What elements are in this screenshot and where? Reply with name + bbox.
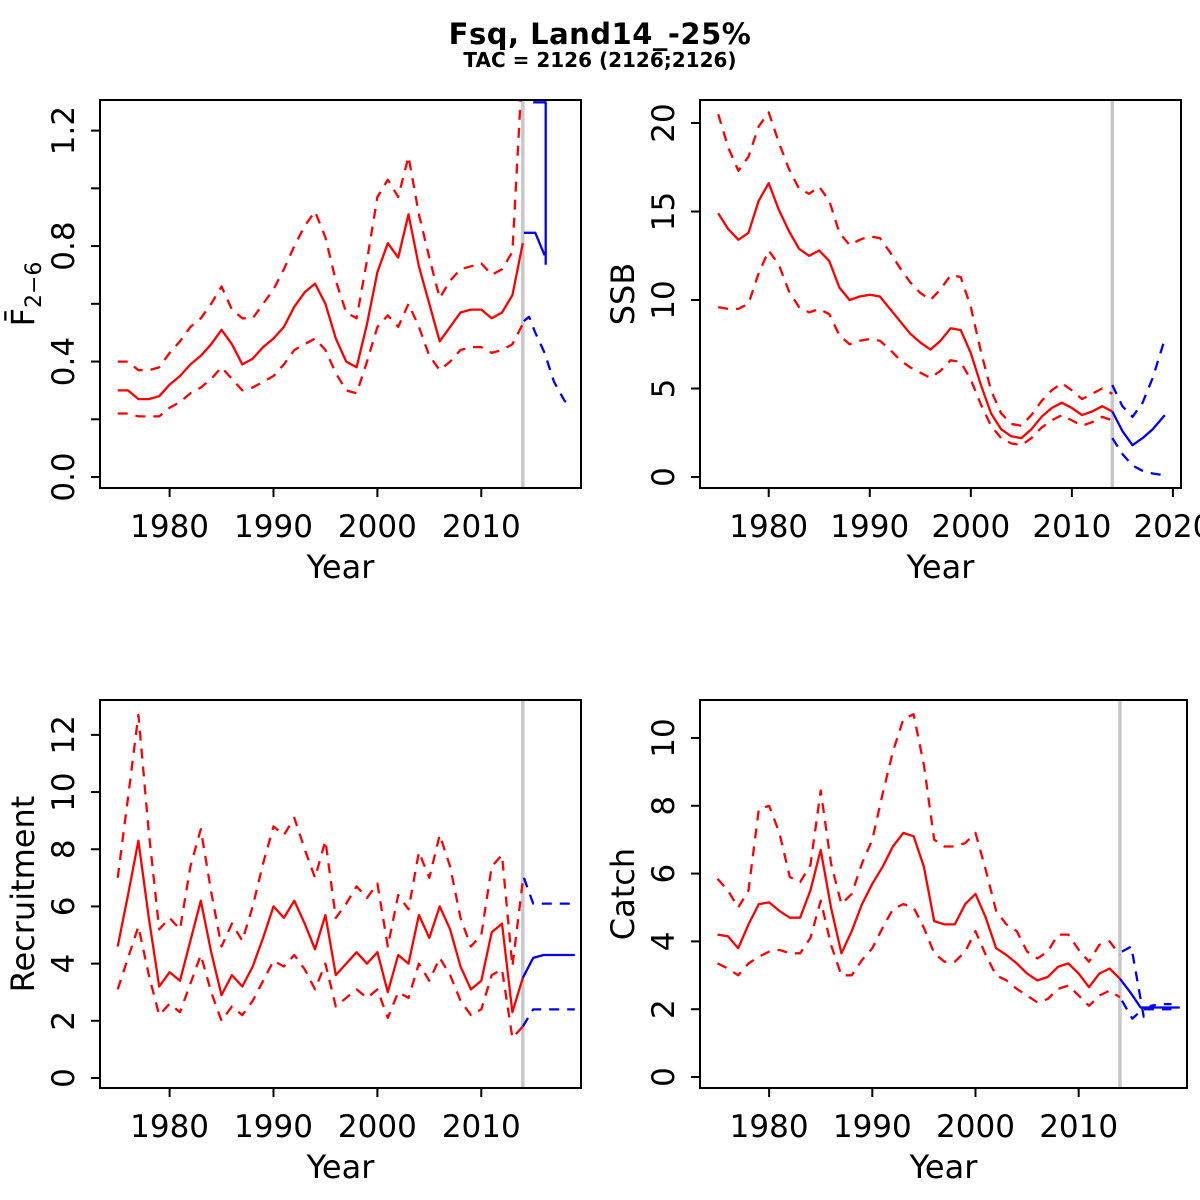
hist-median-line bbox=[717, 182, 1113, 440]
x-tick-label: 1990 bbox=[234, 1109, 313, 1145]
hist-lower-ci-line bbox=[117, 302, 524, 418]
y-tick-label: 12 bbox=[46, 715, 82, 754]
x-tick-label: 1990 bbox=[234, 509, 313, 545]
y-tick-label: 2 bbox=[46, 1011, 82, 1031]
y-tick-label: 0.8 bbox=[46, 221, 82, 270]
panel-fbar: 1980 1990 2000 2010 0.0 0.4 0.8 1.2 Year F̄2−6 bbox=[3, 99, 582, 586]
x-axis-title: Year bbox=[306, 1148, 376, 1186]
chart-title: Fsq, Land14_-25% bbox=[448, 17, 752, 51]
y-tick-label: 6 bbox=[46, 897, 82, 917]
forecast-upper-ci-line bbox=[1111, 338, 1166, 418]
x-tick-label: 2010 bbox=[442, 1109, 521, 1145]
hist-upper-ci-line bbox=[716, 713, 1121, 963]
y-tick-label: 10 bbox=[646, 718, 682, 757]
panel-catch: 1980 1990 2000 2010 0 2 4 6 8 10 Year Catch bbox=[604, 699, 1188, 1186]
y-tick-label: 0 bbox=[46, 1068, 82, 1088]
x-tick-label: 2000 bbox=[338, 1109, 417, 1145]
hist-median-line bbox=[117, 213, 524, 401]
forecast-lower-ci-line bbox=[521, 1008, 575, 1028]
y-axis-title: SSB bbox=[604, 263, 642, 326]
x-tick-label: 2000 bbox=[931, 509, 1010, 545]
y-tick-label: 20 bbox=[646, 103, 682, 142]
y-tick-label: 5 bbox=[646, 379, 682, 399]
hist-upper-ci-line bbox=[717, 111, 1113, 427]
x-tick-label: 1990 bbox=[833, 1109, 912, 1145]
y-tick-label: 4 bbox=[46, 954, 82, 974]
x-tick-label: 1980 bbox=[130, 1109, 209, 1145]
forecast-median-line bbox=[1118, 978, 1180, 1009]
hist-lower-ci-line bbox=[717, 249, 1113, 447]
hist-median-line bbox=[717, 831, 1121, 989]
panel-recruitment: 1980 1990 2000 2010 0 2 4 6 8 10 12 Year Recruitment bbox=[4, 699, 582, 1186]
x-tick-label: 2010 bbox=[442, 509, 521, 545]
y-tick-label: 15 bbox=[646, 192, 682, 231]
x-tick-label: 1990 bbox=[830, 509, 909, 545]
forecast-upper-ci-line bbox=[1121, 945, 1172, 1018]
y-tick-label: 0 bbox=[646, 1067, 682, 1087]
forecast-upper-ci-line bbox=[522, 877, 575, 905]
x-axis-title: Year bbox=[909, 1148, 979, 1186]
forecast-lower-ci-line bbox=[1121, 1000, 1172, 1020]
x-axis-title: Year bbox=[906, 548, 976, 586]
y-tick-label: 6 bbox=[646, 864, 682, 884]
forecast-median-line bbox=[521, 953, 575, 979]
y-axis-title: Recruitment bbox=[4, 796, 42, 993]
x-tick-label: 2000 bbox=[338, 509, 417, 545]
plot-border bbox=[99, 699, 582, 1089]
y-tick-label: 10 bbox=[46, 772, 82, 811]
y-tick-label: 8 bbox=[46, 839, 82, 859]
y-axis-title: F̄2−6 bbox=[3, 262, 47, 327]
forecast-lower-ci-line bbox=[523, 315, 573, 409]
y-tick-label: 4 bbox=[646, 932, 682, 952]
plot-border bbox=[699, 99, 1182, 489]
y-axis-title: Catch bbox=[604, 848, 642, 940]
chart-subtitle: TAC = 2126 (2126;2126) bbox=[463, 48, 737, 72]
hist-lower-ci-line bbox=[116, 925, 524, 1040]
x-tick-label: 2010 bbox=[1032, 509, 1111, 545]
x-tick-label: 1980 bbox=[729, 509, 808, 545]
x-tick-label: 1980 bbox=[130, 509, 209, 545]
hist-lower-ci-line bbox=[716, 899, 1121, 1007]
x-tick-label: 2000 bbox=[936, 1109, 1015, 1145]
x-tick-label: 1980 bbox=[730, 1109, 809, 1145]
hist-median-line bbox=[116, 839, 524, 1014]
hist-upper-ci-line bbox=[117, 101, 522, 372]
forecast-median-line-2 bbox=[533, 101, 547, 265]
x-tick-label: 2010 bbox=[1039, 1109, 1118, 1145]
plot-border bbox=[699, 699, 1188, 1089]
y-tick-label: 1.2 bbox=[46, 106, 82, 155]
forecast-lower-ci-line bbox=[1111, 437, 1165, 477]
y-tick-label: 10 bbox=[646, 280, 682, 319]
forecast-median-line bbox=[1111, 410, 1166, 447]
x-axis-title: Year bbox=[306, 548, 376, 586]
plot-border bbox=[99, 99, 582, 489]
y-tick-label: 0 bbox=[646, 467, 682, 487]
y-tick-label: 0.0 bbox=[46, 452, 82, 501]
y-tick-label: 0.4 bbox=[46, 337, 82, 386]
y-tick-label: 2 bbox=[646, 999, 682, 1019]
forecast-median-line bbox=[523, 231, 546, 256]
y-tick-label: 8 bbox=[646, 796, 682, 816]
